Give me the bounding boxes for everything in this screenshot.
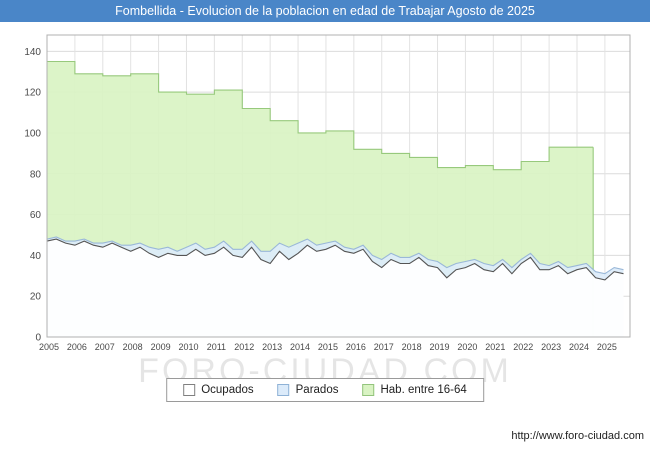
svg-text:100: 100 — [24, 128, 41, 139]
chart-title: Fombellida - Evolucion de la poblacion e… — [115, 4, 535, 18]
svg-text:2017: 2017 — [374, 342, 394, 352]
footer: http://www.foro-ciudad.com — [511, 430, 644, 442]
legend-item-parados: Parados — [277, 384, 339, 396]
svg-text:2013: 2013 — [262, 342, 282, 352]
svg-text:2025: 2025 — [597, 342, 617, 352]
title-bar: Fombellida - Evolucion de la poblacion e… — [0, 0, 650, 22]
legend-item-ocupados: Ocupados — [183, 384, 254, 396]
svg-text:2010: 2010 — [178, 342, 198, 352]
hab-16-64-swatch — [362, 384, 375, 396]
legend-label-hab-16-64: Hab. entre 16-64 — [380, 384, 467, 396]
legend: Ocupados Parados Hab. entre 16-64 — [166, 378, 484, 402]
svg-text:2024: 2024 — [569, 342, 589, 352]
svg-text:2021: 2021 — [485, 342, 505, 352]
population-chart: 0 20 40 60 80 100 120 140 2005 2006 2007 2008 2009 20… — [24, 34, 631, 352]
legend-item-hab-16-64: Hab. entre 16-64 — [362, 384, 467, 396]
website-link[interactable]: http://www.foro-ciudad.com — [511, 430, 644, 442]
svg-text:2016: 2016 — [346, 342, 366, 352]
svg-text:2020: 2020 — [457, 342, 477, 352]
svg-text:40: 40 — [30, 251, 42, 262]
svg-text:60: 60 — [30, 210, 42, 221]
svg-text:2005: 2005 — [39, 342, 59, 352]
svg-text:2012: 2012 — [234, 342, 254, 352]
svg-text:0: 0 — [35, 333, 41, 344]
svg-text:20: 20 — [30, 292, 42, 303]
svg-text:2015: 2015 — [318, 342, 338, 352]
svg-text:2023: 2023 — [541, 342, 561, 352]
svg-text:80: 80 — [30, 169, 42, 180]
ocupados-swatch — [183, 384, 196, 396]
svg-text:2008: 2008 — [123, 342, 143, 352]
svg-text:2007: 2007 — [95, 342, 115, 352]
svg-text:2019: 2019 — [430, 342, 450, 352]
parados-swatch — [277, 384, 290, 396]
svg-text:2022: 2022 — [513, 342, 533, 352]
legend-label-parados: Parados — [295, 384, 339, 396]
legend-label-ocupados: Ocupados — [201, 384, 254, 396]
svg-text:2011: 2011 — [207, 342, 226, 352]
svg-text:2014: 2014 — [290, 342, 310, 352]
svg-text:140: 140 — [24, 47, 41, 58]
svg-text:2009: 2009 — [151, 342, 171, 352]
svg-text:2006: 2006 — [67, 342, 87, 352]
svg-text:2018: 2018 — [402, 342, 422, 352]
svg-text:120: 120 — [24, 88, 41, 99]
